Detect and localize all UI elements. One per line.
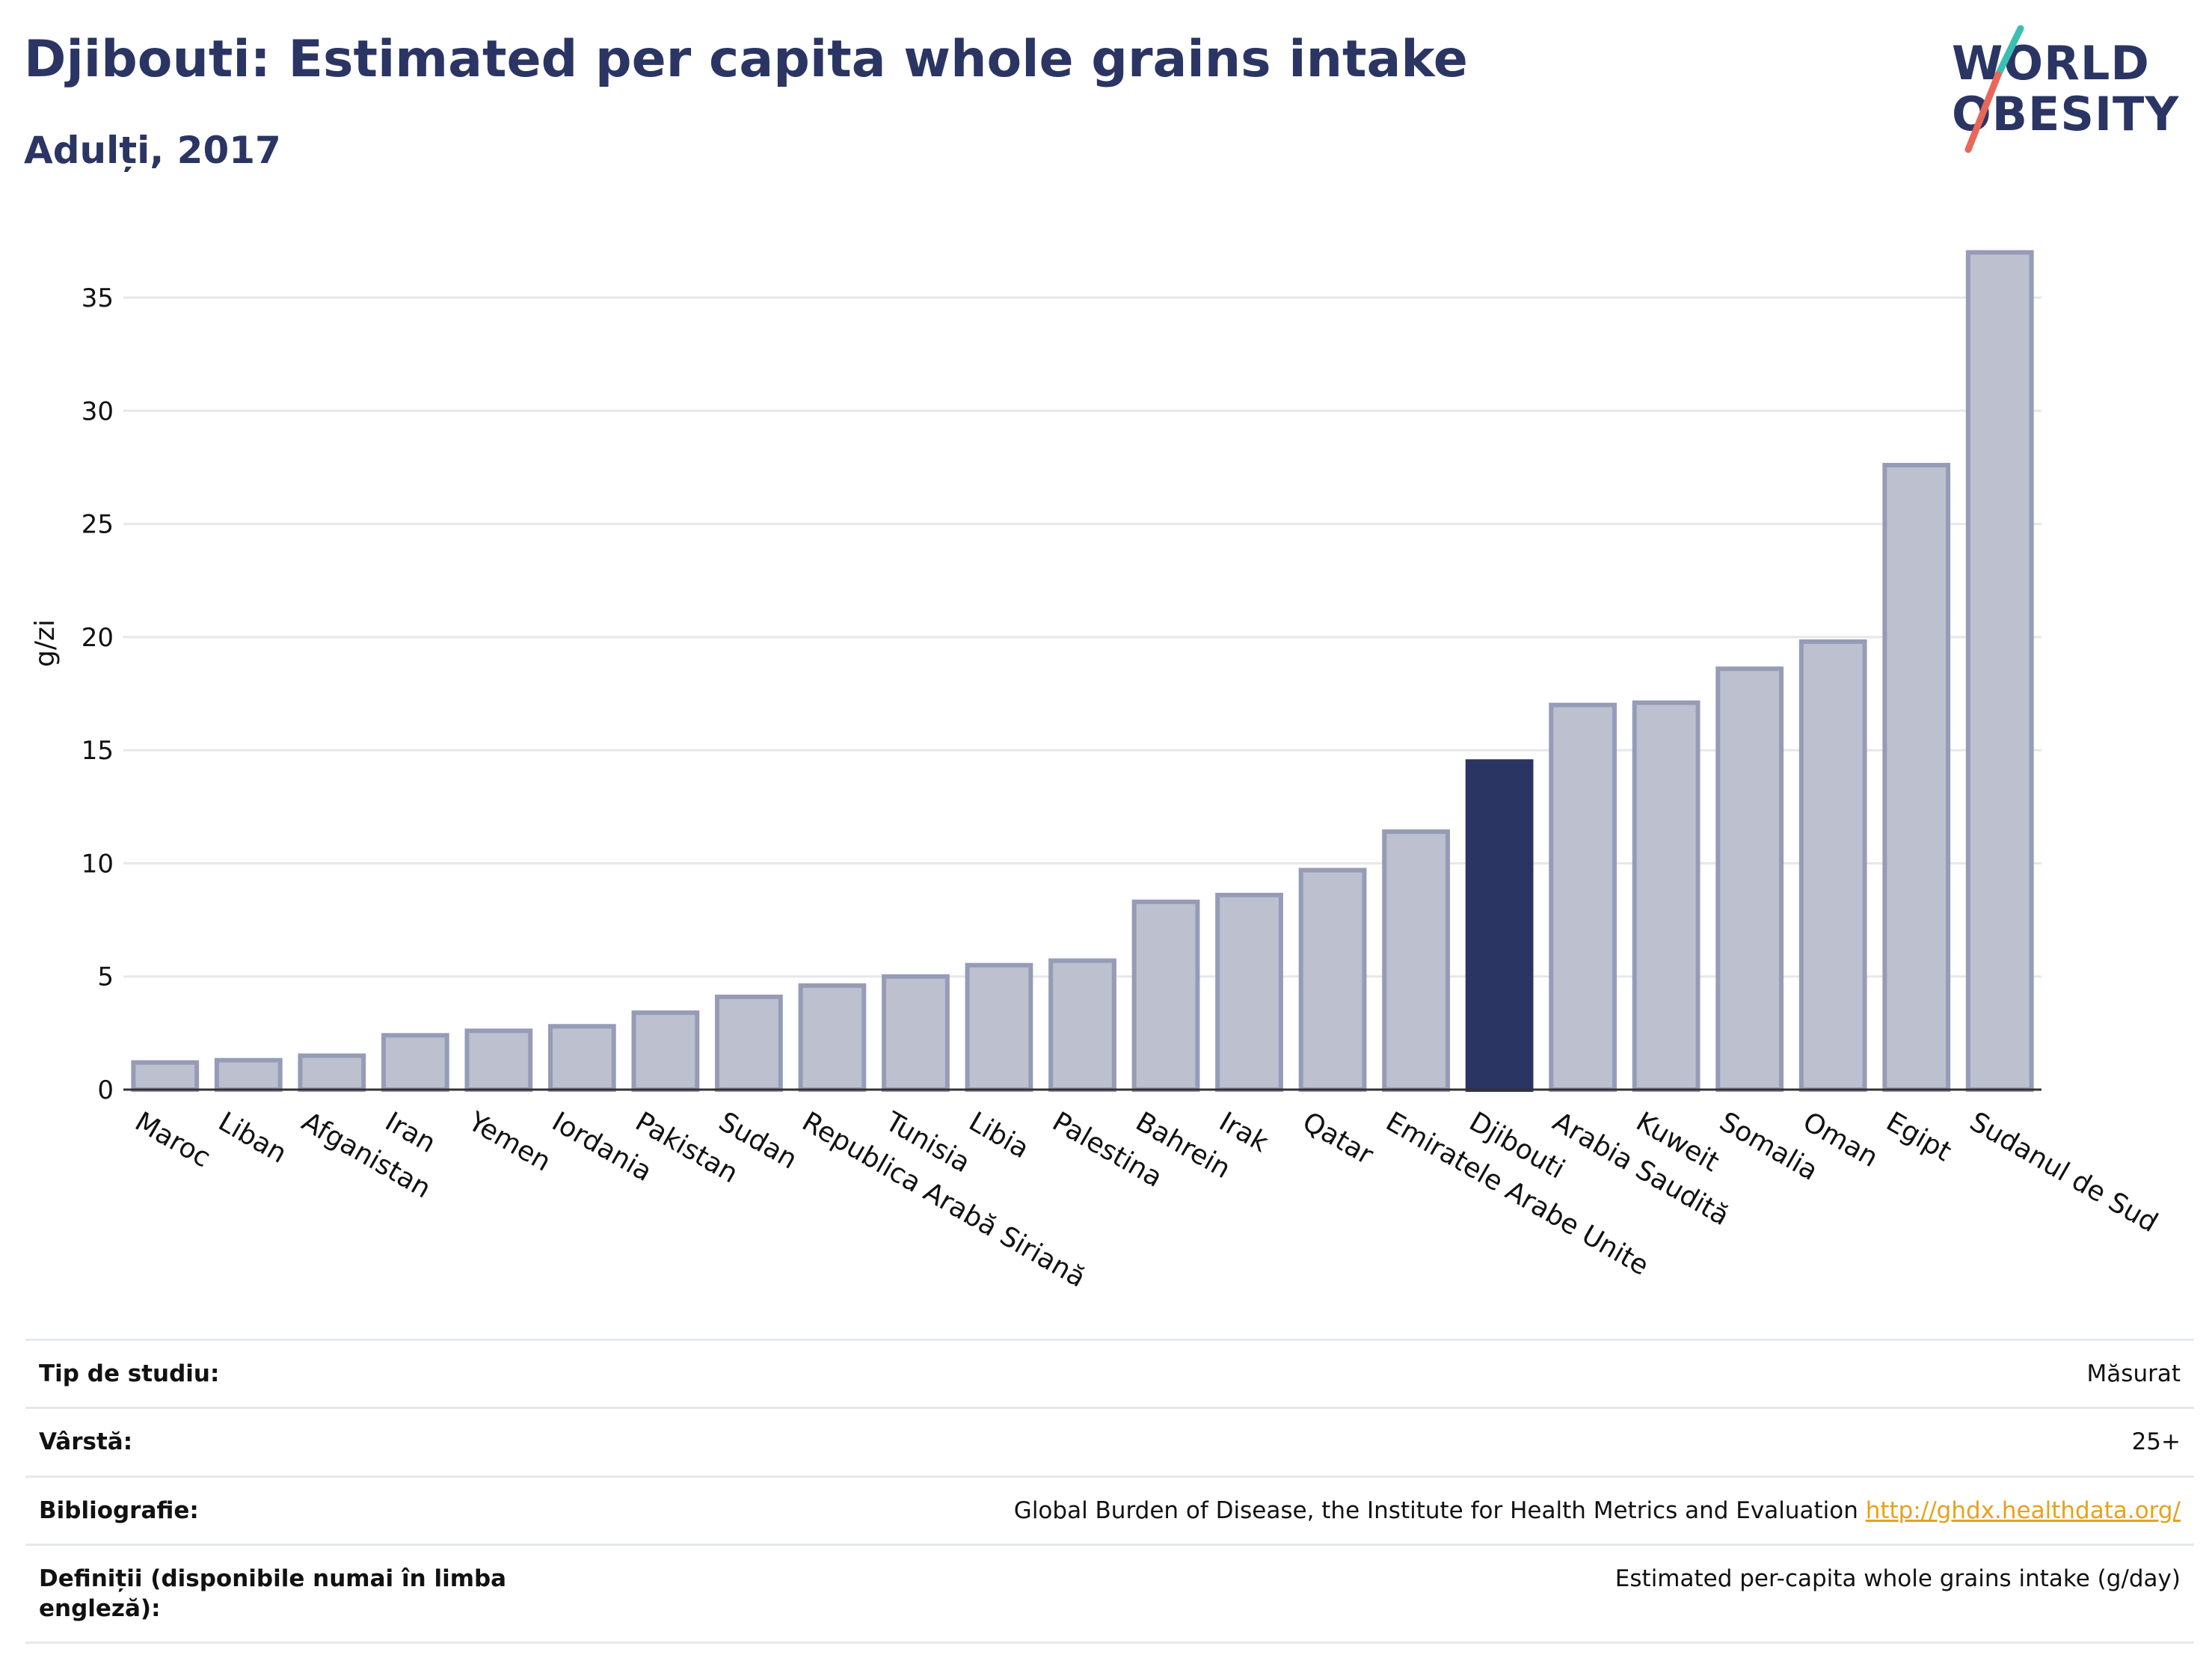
y-tick-label: 30: [82, 396, 114, 426]
info-key: Vârstă:: [25, 1407, 531, 1477]
y-tick-label: 25: [82, 510, 114, 540]
info-value: Global Burden of Disease, the Institute …: [531, 1475, 2194, 1545]
info-value-text: Global Burden of Disease, the Institute …: [1013, 1496, 1858, 1524]
info-row: Tip de studiu: Măsurat: [25, 1338, 2194, 1408]
info-value: Estimated per-capita whole grains intake…: [531, 1543, 2194, 1645]
bar-arabia-saudit-[interactable]: [1549, 702, 1617, 1092]
bar-sudan[interactable]: [715, 994, 783, 1092]
x-tick-label: Maroc: [129, 1106, 215, 1173]
source-link[interactable]: http://ghdx.healthdata.org/: [1865, 1496, 2181, 1524]
bar-oman[interactable]: [1798, 639, 1867, 1092]
bar-yemen[interactable]: [464, 1028, 533, 1092]
x-tick-label: Egipt: [1881, 1106, 1956, 1167]
logo-line-1: WORLD: [1952, 36, 2150, 90]
info-value: 25+: [531, 1407, 2194, 1477]
info-value-text: Estimated per-capita whole grains intake…: [1615, 1565, 2181, 1592]
bar-djibouti[interactable]: [1465, 759, 1534, 1092]
bar-tunisia[interactable]: [882, 974, 950, 1092]
y-tick-label: 5: [97, 962, 114, 992]
y-tick-label: 0: [97, 1075, 114, 1105]
info-key: Tip de studiu:: [25, 1338, 531, 1408]
info-row: Vârstă: 25+: [25, 1407, 2194, 1477]
bar-somalia[interactable]: [1715, 666, 1784, 1092]
bar-iordania[interactable]: [547, 1024, 616, 1093]
info-value-text: 25+: [2131, 1428, 2181, 1456]
bar-sudanul-de-sud[interactable]: [1965, 250, 2034, 1092]
bar-egipt[interactable]: [1882, 462, 1951, 1093]
bar-irak[interactable]: [1215, 892, 1283, 1092]
x-tick-label: Qatar: [1297, 1106, 1378, 1170]
world-obesity-logo[interactable]: WORLD OBESITY: [1952, 22, 2206, 157]
x-tick-label: Yemen: [463, 1106, 556, 1178]
bar-republica-arab-sirian-[interactable]: [798, 983, 867, 1092]
info-row: Bibliografie: Global Burden of Disease, t…: [25, 1475, 2194, 1545]
y-tick-label: 20: [82, 623, 114, 653]
bar-liban[interactable]: [214, 1057, 283, 1093]
info-key: Definiții (disponibile numai în limba en…: [25, 1543, 531, 1645]
bar-qatar[interactable]: [1298, 868, 1367, 1093]
logo-slash-icon: [1964, 25, 2024, 153]
bar-pakistan[interactable]: [631, 1010, 700, 1093]
y-tick-label: 35: [82, 283, 114, 313]
chart-title: Djibouti: Estimated per capita whole gra…: [24, 30, 1468, 89]
bar-iran[interactable]: [381, 1033, 449, 1092]
y-tick-label: 10: [82, 849, 114, 879]
x-tick-label: Liban: [213, 1106, 292, 1169]
bar-maroc[interactable]: [131, 1060, 200, 1092]
x-tick-label: Sudanul de Sud: [1964, 1106, 2163, 1238]
bar-kuweit[interactable]: [1632, 700, 1701, 1092]
y-tick-label: 15: [82, 736, 114, 766]
y-tick-labels: 0 5 10 15 20 25 30 35: [82, 283, 114, 1105]
bars: [131, 250, 2034, 1093]
bar-palestina[interactable]: [1048, 958, 1116, 1093]
bar-afganistan[interactable]: [298, 1053, 366, 1092]
y-axis-title: g/zi: [30, 619, 61, 667]
info-value-text: Măsurat: [2086, 1360, 2181, 1387]
chart-subtitle: Adulți, 2017: [24, 129, 281, 172]
info-value: Măsurat: [531, 1338, 2194, 1408]
info-table: Tip de studiu: Măsurat Vârstă: 25+ Bibliogra…: [25, 1338, 2194, 1645]
x-tick-label: Libia: [964, 1106, 1034, 1164]
bar-bahrein[interactable]: [1131, 899, 1200, 1093]
info-key: Bibliografie:: [25, 1475, 531, 1545]
bar-emiratele-arabe-unite[interactable]: [1382, 829, 1450, 1092]
bar-libia[interactable]: [965, 962, 1033, 1092]
info-row: Definiții (disponibile numai în limba en…: [25, 1543, 2194, 1645]
